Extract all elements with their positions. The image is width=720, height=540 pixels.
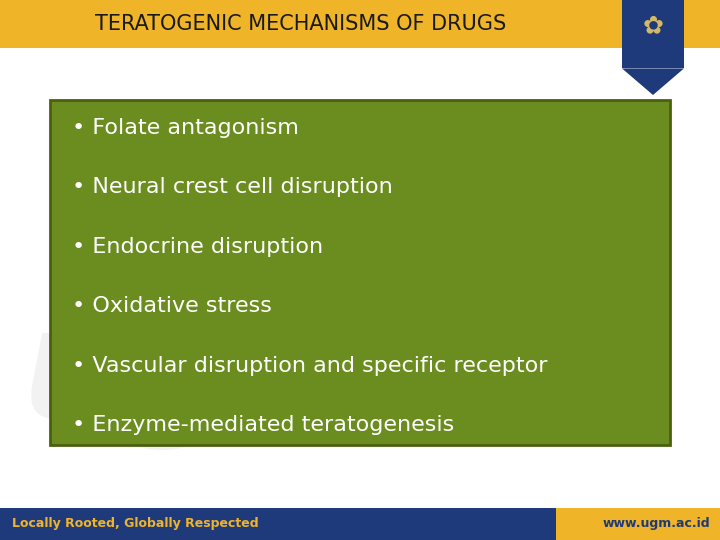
Text: • Vascular disruption and specific receptor: • Vascular disruption and specific recep… <box>72 356 547 376</box>
Text: • Endocrine disruption: • Endocrine disruption <box>72 237 323 257</box>
Text: • Neural crest cell disruption: • Neural crest cell disruption <box>72 178 392 198</box>
Text: • Folate antagonism: • Folate antagonism <box>72 118 299 138</box>
Text: Locally Rooted, Globally Respected: Locally Rooted, Globally Respected <box>12 517 258 530</box>
Text: ugm: ugm <box>22 300 399 449</box>
Bar <box>0 0 720 48</box>
Text: ✿: ✿ <box>642 15 664 38</box>
Text: www.ugm.ac.id: www.ugm.ac.id <box>603 517 710 530</box>
Text: TERATOGENIC MECHANISMS OF DRUGS: TERATOGENIC MECHANISMS OF DRUGS <box>95 14 506 34</box>
Bar <box>0 508 556 540</box>
Text: • Enzyme-mediated teratogenesis: • Enzyme-mediated teratogenesis <box>72 415 454 435</box>
FancyBboxPatch shape <box>50 100 670 445</box>
Text: • Oxidative stress: • Oxidative stress <box>72 296 272 316</box>
Polygon shape <box>622 69 684 95</box>
Bar <box>556 508 720 540</box>
Bar <box>622 0 684 69</box>
